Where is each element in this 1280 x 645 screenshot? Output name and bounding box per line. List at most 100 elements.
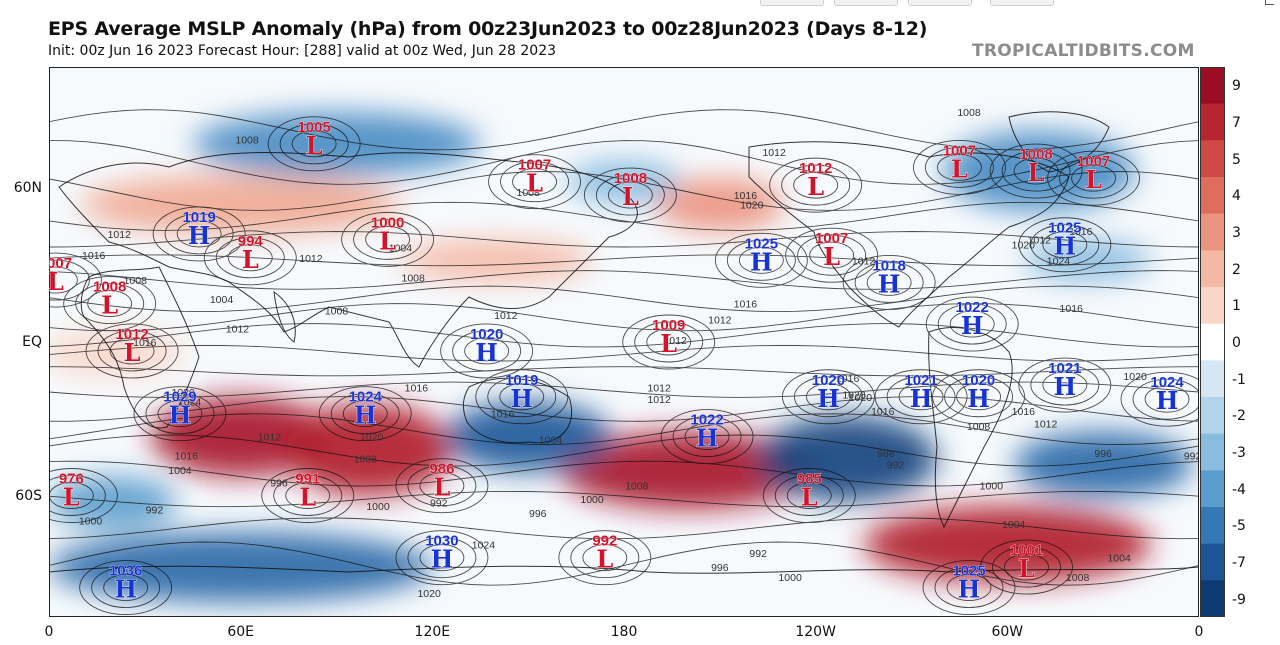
isobar-label: 1016 xyxy=(734,190,758,202)
high-symbol: H xyxy=(910,384,933,413)
isobar-line xyxy=(48,396,1200,422)
isobar-label: 1000 xyxy=(79,515,103,527)
isobar-ring xyxy=(842,255,936,310)
isobar-ring xyxy=(365,225,411,253)
toolbar-button[interactable] xyxy=(760,0,824,6)
isobar-ring xyxy=(874,369,968,425)
isobar-ring xyxy=(97,330,167,372)
isobar-ring xyxy=(109,337,155,365)
isobar-ring xyxy=(1004,553,1049,581)
isobar-ring xyxy=(488,154,582,210)
isobar-ring xyxy=(793,171,839,199)
isobar-ring xyxy=(1001,150,1071,192)
isobar-ring xyxy=(924,146,994,188)
center-pressure-value: 1007 xyxy=(518,157,551,174)
isobar-line xyxy=(48,366,1200,377)
isobar-line xyxy=(48,517,1200,540)
isobar-label: 1012 xyxy=(647,394,671,406)
isobar-ring xyxy=(762,468,856,523)
colorbar-swatch xyxy=(1200,103,1225,141)
isobar-ring xyxy=(992,546,1061,588)
isobar-ring xyxy=(582,544,628,572)
map-panel: 1008 1012 1016 1008 1004 1008 1012 1016 1020 1024… xyxy=(8,67,1214,618)
low-symbol: L xyxy=(1028,158,1045,187)
colorbar-tick-label: 0 xyxy=(1232,335,1241,351)
toolbar-button[interactable] xyxy=(990,0,1054,6)
colorbar-tick-label: -1 xyxy=(1232,371,1246,388)
isobar-label: 1008 xyxy=(957,107,981,119)
isobar-ring xyxy=(989,143,1083,199)
isobar-label: 1008 xyxy=(325,305,349,317)
isobar-ring xyxy=(786,482,832,509)
map-subtitle: Init: 00z Jun 16 2023 Forecast Hour: [28… xyxy=(48,43,557,59)
low-symbol: L xyxy=(801,483,818,512)
low-symbol: L xyxy=(63,483,80,512)
isobar-ring xyxy=(866,269,912,296)
toolbar-button[interactable] xyxy=(834,0,898,6)
anomaly-map: 1008101210161008100410081012101610201024… xyxy=(8,67,1214,618)
isobar-label: 1020 xyxy=(849,392,873,404)
isobar-ring xyxy=(854,262,924,303)
map-title: EPS Average MSLP Anomaly (hPa) from 00z2… xyxy=(48,18,928,40)
isobar-ring xyxy=(925,296,1019,352)
center-pressure-value: 1020 xyxy=(812,372,845,389)
low-symbol: L xyxy=(526,169,543,198)
isobar-ring xyxy=(583,167,677,223)
high-symbol: H xyxy=(878,269,901,298)
isobar-line xyxy=(48,231,1200,248)
low-symbol: L xyxy=(124,338,141,367)
isobar-ring xyxy=(634,321,704,363)
toolbar-button[interactable] xyxy=(908,0,972,6)
anomaly-region xyxy=(285,403,452,497)
isobar-labels: 1008101210161008100410081012101610201024… xyxy=(79,107,1202,600)
isobar-ring xyxy=(1018,217,1112,273)
isobar-ring xyxy=(452,330,522,372)
anomaly-region xyxy=(943,130,1136,212)
center-pressure-value: 1021 xyxy=(904,372,937,389)
isobar-ring xyxy=(944,376,1014,418)
high-symbol: H xyxy=(958,575,981,604)
isobar-label: 996 xyxy=(711,562,729,574)
center-pressure-value: 1008 xyxy=(93,279,126,296)
latitude-label: 60N xyxy=(13,180,42,197)
colorbar-swatch xyxy=(1200,397,1225,435)
isobar-ring xyxy=(440,323,534,379)
center-pressure-value: 1021 xyxy=(1048,360,1081,377)
isobar-ring xyxy=(133,386,227,442)
isobar-ring xyxy=(738,246,784,274)
isobar-ring xyxy=(395,530,489,586)
center-pressure-value: 1022 xyxy=(956,299,989,316)
colorbar-swatch xyxy=(1200,543,1225,581)
center-pressure-value: 991 xyxy=(295,471,320,488)
center-pressure-value: 994 xyxy=(238,233,264,250)
center-pressure-value: 1024 xyxy=(1150,374,1184,391)
isobar-label: 1020 xyxy=(360,432,384,444)
high-symbol: H xyxy=(169,401,192,430)
isobar-ring xyxy=(672,416,742,458)
isobar-ring xyxy=(395,458,489,514)
resize-corner-icon xyxy=(1265,0,1274,5)
isobar-ring xyxy=(684,423,730,451)
colorbar-swatch xyxy=(1200,67,1225,105)
isobar-label: 1012 xyxy=(1034,419,1058,431)
isobar-line xyxy=(48,171,1200,211)
high-symbol: H xyxy=(475,338,498,367)
high-symbol: H xyxy=(510,384,533,413)
low-symbol: L xyxy=(622,182,639,211)
isobar-ring xyxy=(936,153,982,181)
isobar-label: 1020 xyxy=(740,200,764,212)
isobar-line xyxy=(48,140,1200,185)
